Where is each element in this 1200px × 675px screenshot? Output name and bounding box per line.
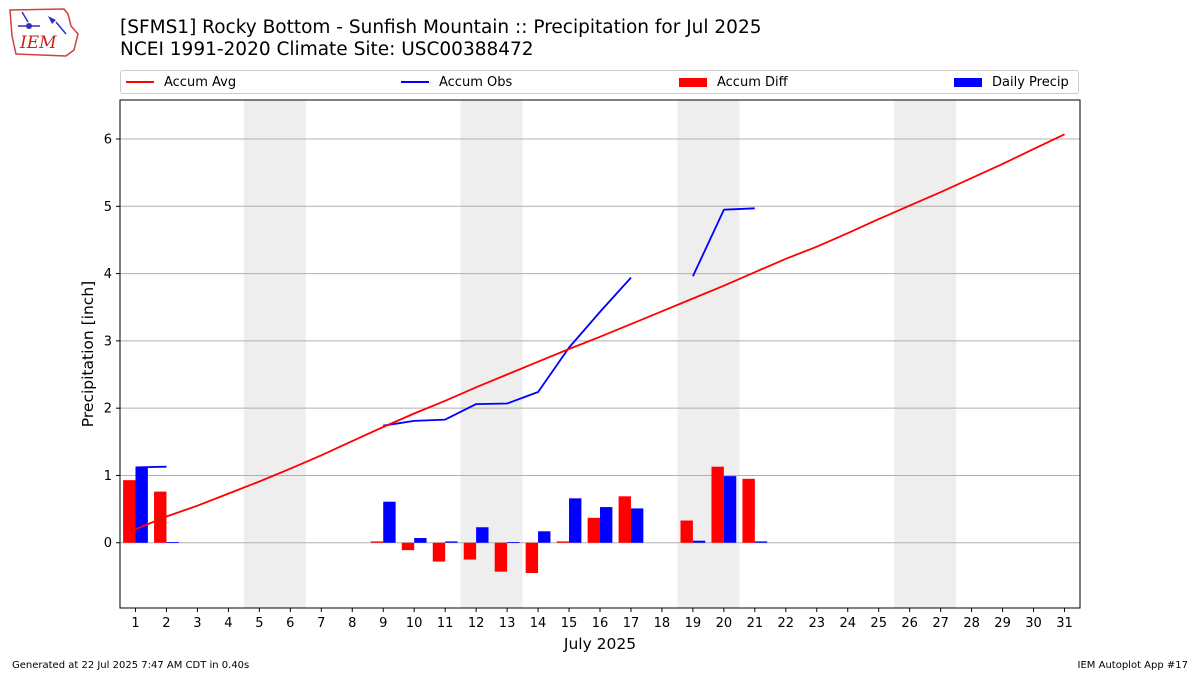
bar-accum-diff <box>618 496 631 543</box>
x-tick-label: 14 <box>530 616 547 631</box>
x-tick-label: 5 <box>255 616 263 631</box>
x-tick-label: 21 <box>747 616 764 631</box>
bar-daily-precip <box>569 498 582 543</box>
x-tick-label: 7 <box>317 616 325 631</box>
line-accum-obs <box>135 465 167 469</box>
x-tick-label: 1 <box>131 616 139 631</box>
footer-app: IEM Autoplot App #17 <box>1077 660 1188 671</box>
legend-swatch-daily-precip <box>954 77 982 87</box>
legend-item-accum-diff: Accum Diff <box>679 71 788 93</box>
legend-swatch-accum-diff <box>679 77 707 87</box>
y-tick-label: 1 <box>104 469 112 484</box>
x-tick-label: 23 <box>809 616 826 631</box>
bar-daily-precip <box>600 507 613 543</box>
x-tick-label: 16 <box>592 616 609 631</box>
weekend-shade <box>460 100 523 608</box>
weekend-shade <box>243 100 306 608</box>
bar-daily-precip <box>414 538 427 543</box>
y-axis-label: Precipitation [inch] <box>79 281 97 427</box>
y-tick-label: 0 <box>104 536 112 551</box>
bar-daily-precip <box>507 542 520 543</box>
bar-accum-diff <box>680 520 693 543</box>
x-tick-label: 3 <box>193 616 201 631</box>
x-tick-label: 24 <box>839 616 856 631</box>
x-tick-label: 25 <box>870 616 887 631</box>
legend-label-accum-avg: Accum Avg <box>164 74 237 90</box>
bar-daily-precip <box>166 542 179 543</box>
x-tick-label: 29 <box>994 616 1011 631</box>
bar-accum-diff <box>370 541 384 543</box>
x-tick-label: 31 <box>1056 616 1073 631</box>
bar-accum-diff <box>556 541 570 543</box>
x-axis-label: July 2025 <box>563 635 636 653</box>
x-tick-label: 20 <box>716 616 733 631</box>
x-tick-label: 11 <box>437 616 454 631</box>
footer-generated: Generated at 22 Jul 2025 7:47 AM CDT in … <box>12 660 250 671</box>
chart-legend: Accum Avg Accum Obs Accum Diff Daily Pre… <box>120 70 1079 94</box>
legend-item-accum-obs: Accum Obs <box>401 71 512 93</box>
y-tick-label: 2 <box>104 402 112 417</box>
svg-text:IEM: IEM <box>19 33 57 53</box>
chart-title: [SFMS1] Rocky Bottom - Sunfish Mountain … <box>120 17 762 38</box>
x-tick-label: 18 <box>654 616 671 631</box>
x-tick-label: 4 <box>224 616 232 631</box>
bar-daily-precip <box>383 501 396 543</box>
bar-accum-diff <box>587 517 600 543</box>
x-tick-label: 8 <box>348 616 356 631</box>
line-accum-obs <box>383 276 632 427</box>
x-tick-label: 15 <box>561 616 578 631</box>
y-tick-label: 6 <box>104 133 112 148</box>
x-tick-label: 17 <box>623 616 640 631</box>
weekend-shade <box>894 100 957 608</box>
x-tick-label: 19 <box>685 616 702 631</box>
chart-subtitle: NCEI 1991-2020 Climate Site: USC00388472 <box>120 39 534 60</box>
legend-item-accum-avg: Accum Avg <box>126 71 236 93</box>
bar-accum-diff <box>432 542 446 562</box>
line-accum-obs <box>692 207 755 277</box>
bar-daily-precip <box>630 508 644 543</box>
legend-label-daily-precip: Daily Precip <box>992 74 1069 90</box>
legend-swatch-accum-obs <box>401 81 429 83</box>
legend-item-daily-precip: Daily Precip <box>954 71 1069 93</box>
x-tick-label: 2 <box>162 616 170 631</box>
bar-daily-precip <box>754 541 768 543</box>
bar-accum-diff <box>494 542 508 572</box>
bar-accum-diff <box>401 542 415 551</box>
x-tick-label: 12 <box>468 616 485 631</box>
bar-daily-precip <box>135 467 148 543</box>
bar-accum-diff <box>463 542 477 560</box>
bar-accum-diff <box>154 491 167 543</box>
y-tick-label: 3 <box>104 334 112 349</box>
iem-logo: IEM <box>8 6 80 58</box>
x-tick-label: 26 <box>901 616 918 631</box>
legend-swatch-accum-avg <box>126 81 154 83</box>
x-tick-label: 30 <box>1025 616 1042 631</box>
bar-accum-diff <box>711 466 724 543</box>
x-tick-label: 22 <box>778 616 795 631</box>
bar-accum-diff <box>742 478 755 543</box>
y-tick-label: 5 <box>104 200 112 215</box>
x-tick-label: 9 <box>379 616 387 631</box>
bar-daily-precip <box>445 541 458 543</box>
bar-daily-precip <box>538 531 551 543</box>
x-tick-label: 10 <box>406 616 423 631</box>
bar-accum-diff <box>123 480 136 543</box>
bar-daily-precip <box>476 527 489 543</box>
bar-daily-precip <box>692 540 706 543</box>
legend-label-accum-obs: Accum Obs <box>439 74 513 90</box>
line-accum-avg <box>135 133 1065 531</box>
x-tick-label: 6 <box>286 616 294 631</box>
x-tick-label: 27 <box>932 616 949 631</box>
x-tick-label: 13 <box>499 616 516 631</box>
bar-accum-diff <box>525 542 539 574</box>
legend-label-accum-diff: Accum Diff <box>717 74 788 90</box>
bar-daily-precip <box>723 476 737 543</box>
x-tick-label: 28 <box>963 616 980 631</box>
y-tick-label: 4 <box>104 267 112 282</box>
